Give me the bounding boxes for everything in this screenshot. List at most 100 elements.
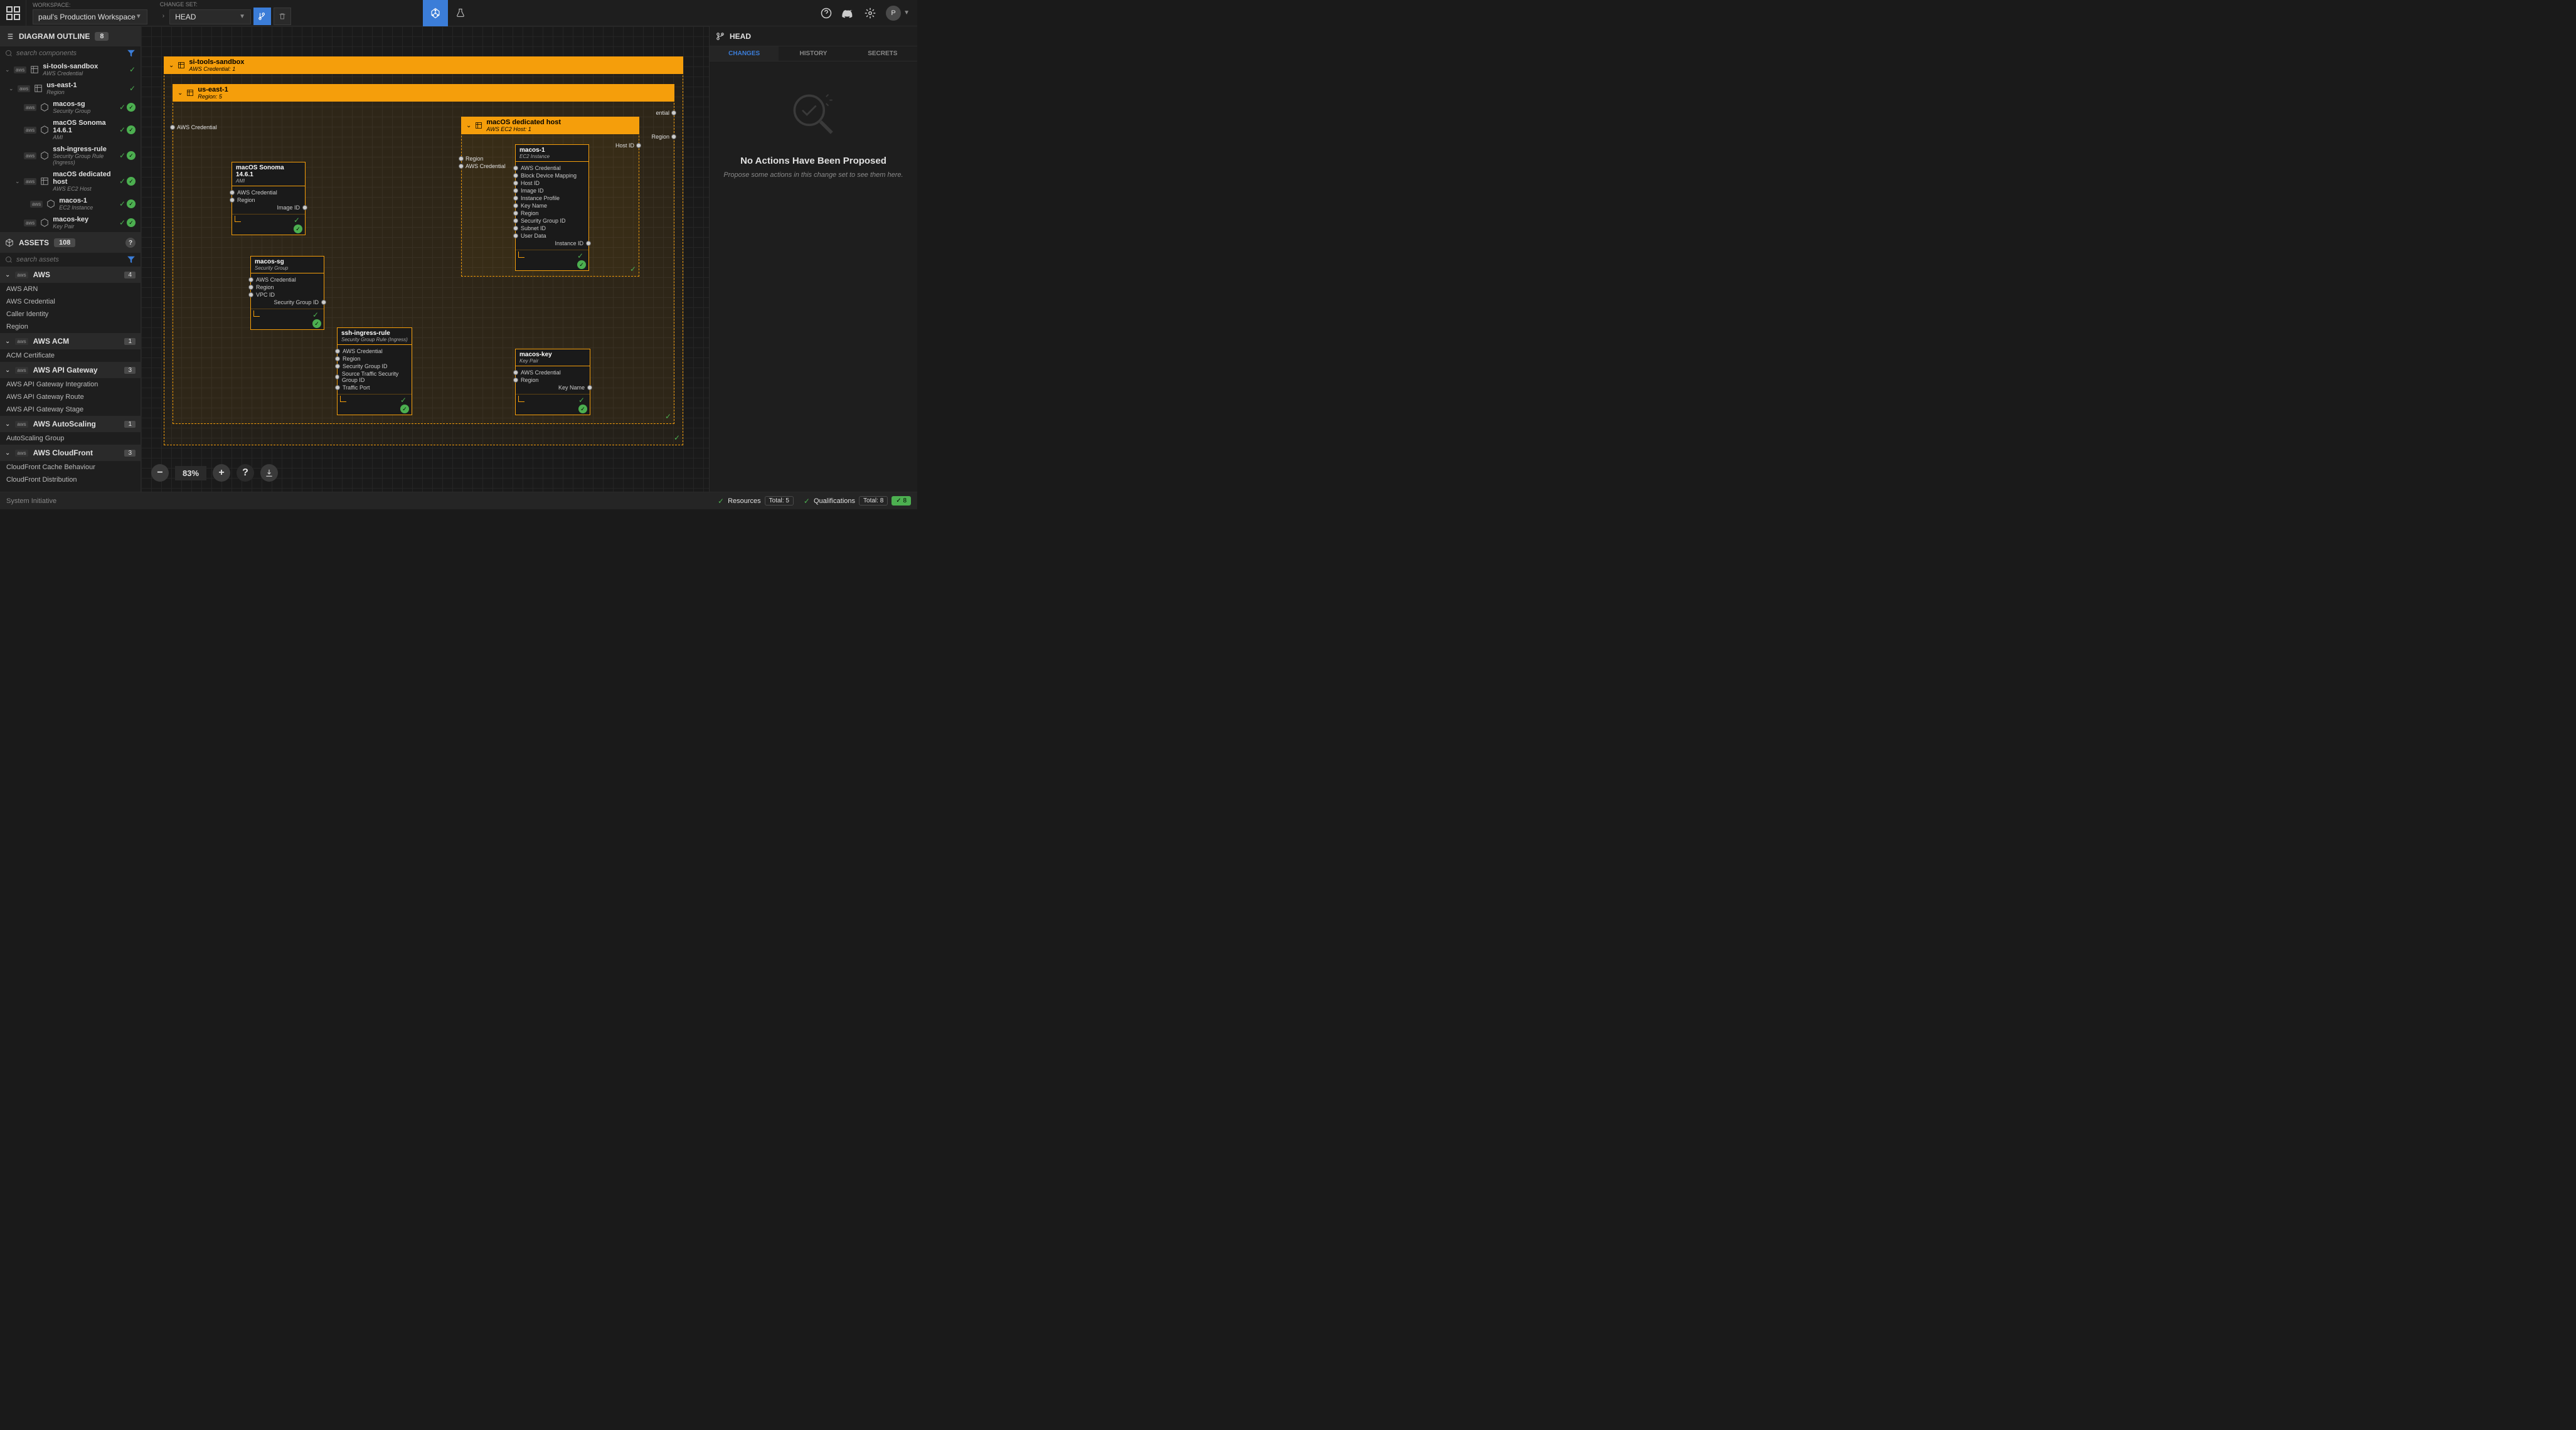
diagram-tab[interactable] — [423, 0, 448, 26]
resources-stat[interactable]: ✓ Resources Total: 5 — [718, 496, 794, 506]
asset-item[interactable]: AWS ARN — [0, 283, 141, 295]
resize-handle[interactable] — [235, 216, 241, 222]
zoom-in-button[interactable]: + — [213, 464, 230, 482]
outline-list: ⌄awssi-tools-sandboxAWS Credential✓⌄awsu… — [0, 60, 141, 232]
chevron-down-icon: ▼ — [136, 13, 142, 20]
input-socket[interactable]: Region — [516, 209, 588, 217]
lab-tab[interactable] — [448, 0, 473, 26]
input-socket[interactable]: Block Device Mapping — [516, 172, 588, 179]
input-socket[interactable]: AWS Credential — [251, 276, 324, 283]
input-socket[interactable]: Subnet ID — [516, 225, 588, 232]
chevron-down-icon[interactable]: ⌄ — [466, 122, 471, 129]
asset-category[interactable]: ⌄awsAWS API Gateway3 — [0, 362, 141, 378]
node-key[interactable]: macos-keyKey PairAWS CredentialRegionKey… — [515, 349, 590, 415]
input-socket[interactable]: User Data — [516, 232, 588, 240]
discord-icon[interactable] — [842, 8, 854, 18]
gear-icon[interactable] — [865, 8, 876, 19]
outline-item[interactable]: ⌄awsus-east-1Region✓ — [0, 79, 141, 98]
node-ssh[interactable]: ssh-ingress-ruleSecurity Group Rule (Ing… — [337, 327, 412, 415]
asset-category[interactable]: ⌄awsAWS ACM1 — [0, 333, 141, 349]
input-socket[interactable]: Source Traffic Security Group ID — [338, 370, 412, 384]
outline-item[interactable]: awsssh-ingress-ruleSecurity Group Rule (… — [0, 143, 141, 168]
assets-search-input[interactable] — [16, 256, 123, 263]
asset-item[interactable]: AWS API Gateway Integration — [0, 378, 141, 391]
filter-icon[interactable] — [127, 49, 136, 58]
asset-category[interactable]: ⌄awsAWS CloudFront3 — [0, 445, 141, 461]
branch-button[interactable] — [253, 8, 271, 25]
input-socket[interactable]: Region — [251, 283, 324, 291]
outline-item[interactable]: awsmacos-1EC2 Instance✓✓ — [0, 194, 141, 213]
asset-item[interactable]: CloudFront Distribution — [0, 474, 141, 486]
asset-item[interactable]: CloudFront Cache Behaviour — [0, 461, 141, 474]
input-socket[interactable]: AWS Credential — [232, 189, 305, 196]
asset-item[interactable]: ACM Certificate — [0, 349, 141, 362]
input-socket[interactable]: AWS Credential — [516, 164, 588, 172]
qualifications-stat[interactable]: ✓ Qualifications Total: 8 ✓ 8 — [804, 496, 911, 506]
asset-item[interactable]: AWS Credential — [0, 295, 141, 308]
resources-label: Resources — [728, 497, 761, 505]
asset-item[interactable]: AutoScaling Group — [0, 432, 141, 445]
outline-item[interactable]: awsmacos-sgSecurity Group✓✓ — [0, 98, 141, 117]
outline-search-input[interactable] — [16, 50, 123, 57]
help-icon[interactable]: ? — [125, 238, 136, 248]
output-socket[interactable]: Security Group ID — [251, 299, 324, 306]
canvas-help-button[interactable]: ? — [237, 464, 254, 482]
output-socket[interactable]: Image ID — [232, 204, 305, 211]
diagram-canvas[interactable]: ⌄si-tools-sandboxAWS Credential: 1✓⌄us-e… — [141, 26, 709, 492]
node-ami[interactable]: macOS Sonoma 14.6.1AMIAWS CredentialRegi… — [232, 162, 306, 235]
list-icon — [5, 32, 14, 41]
input-socket[interactable]: AWS Credential — [516, 369, 590, 376]
outline-item[interactable]: awsmacos-keyKey Pair✓✓ — [0, 213, 141, 232]
input-socket[interactable]: AWS Credential — [338, 347, 412, 355]
outline-item[interactable]: ⌄awsmacOS dedicated hostAWS EC2 Host✓✓ — [0, 168, 141, 194]
input-socket[interactable]: Region — [338, 355, 412, 363]
chevron-down-icon[interactable]: ⌄ — [178, 90, 183, 97]
workspace-selector[interactable]: paul's Production Workspace ▼ — [33, 9, 147, 24]
resize-handle[interactable] — [340, 396, 346, 402]
search-icon — [5, 50, 13, 57]
tab-secrets[interactable]: SECRETS — [848, 46, 917, 61]
tab-history[interactable]: HISTORY — [779, 46, 848, 61]
frame-icon — [475, 122, 482, 129]
outline-item[interactable]: ⌄awssi-tools-sandboxAWS Credential✓ — [0, 60, 141, 79]
input-socket[interactable]: Image ID — [516, 187, 588, 194]
delete-button[interactable] — [274, 8, 291, 25]
input-socket[interactable]: Region — [516, 376, 590, 384]
input-socket[interactable]: Region — [232, 196, 305, 204]
app-logo[interactable] — [0, 0, 26, 26]
asset-item[interactable]: Caller Identity — [0, 308, 141, 320]
filter-icon[interactable] — [127, 255, 136, 264]
check-badge-icon: ✓ — [127, 199, 136, 208]
download-button[interactable] — [260, 464, 278, 482]
tab-changes[interactable]: CHANGES — [710, 46, 779, 61]
asset-item[interactable]: AWS API Gateway Route — [0, 391, 141, 403]
asset-item[interactable]: AWS API Gateway Stage — [0, 403, 141, 416]
resize-handle[interactable] — [253, 310, 260, 317]
input-socket[interactable]: Instance Profile — [516, 194, 588, 202]
input-socket[interactable]: Key Name — [516, 202, 588, 209]
output-socket[interactable]: Key Name — [516, 384, 590, 391]
check-icon: ✓ — [119, 125, 125, 134]
asset-category[interactable]: ⌄awsAWS4 — [0, 267, 141, 283]
outline-item[interactable]: awsmacOS Sonoma 14.6.1AMI✓✓ — [0, 117, 141, 143]
resize-handle[interactable] — [518, 396, 524, 402]
asset-item[interactable]: Region — [0, 320, 141, 333]
footer-stats: ✓ Resources Total: 5 ✓ Qualifications To… — [718, 496, 911, 506]
chevron-down-icon[interactable]: ⌄ — [169, 62, 174, 69]
changeset-selector[interactable]: HEAD ▼ — [169, 9, 251, 24]
input-socket[interactable]: Host ID — [516, 179, 588, 187]
node-sg[interactable]: macos-sgSecurity GroupAWS CredentialRegi… — [250, 256, 324, 330]
input-socket[interactable]: Security Group ID — [516, 217, 588, 225]
user-menu[interactable]: P ▼ — [886, 6, 910, 21]
brand-label: System Initiative — [6, 497, 56, 505]
output-socket[interactable]: Instance ID — [516, 240, 588, 247]
input-socket[interactable]: Traffic Port — [338, 384, 412, 391]
input-socket[interactable]: Security Group ID — [338, 363, 412, 370]
resize-handle[interactable] — [518, 252, 524, 258]
node-ec2[interactable]: macos-1EC2 InstanceAWS CredentialBlock D… — [515, 144, 589, 271]
input-socket[interactable]: VPC ID — [251, 291, 324, 299]
help-icon[interactable] — [821, 8, 832, 19]
zoom-out-button[interactable]: − — [151, 464, 169, 482]
asset-category[interactable]: ⌄awsAWS AutoScaling1 — [0, 416, 141, 432]
check-icon: ✓ — [400, 396, 407, 405]
